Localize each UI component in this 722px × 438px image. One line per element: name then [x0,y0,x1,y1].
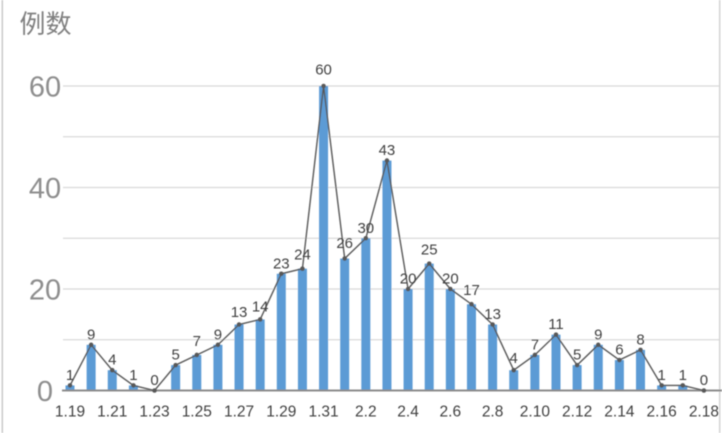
svg-text:17: 17 [463,282,480,299]
svg-text:1: 1 [66,367,74,384]
svg-text:0: 0 [700,372,708,389]
svg-text:9: 9 [87,326,95,343]
svg-text:0: 0 [37,376,53,408]
svg-text:7: 7 [193,333,201,350]
svg-text:24: 24 [294,247,311,264]
svg-text:60: 60 [315,62,332,79]
svg-text:1: 1 [657,367,665,384]
svg-text:1.31: 1.31 [308,404,338,421]
svg-text:2.14: 2.14 [604,404,635,421]
svg-text:8: 8 [636,331,644,348]
svg-text:14: 14 [252,298,269,315]
svg-text:1.21: 1.21 [97,404,127,421]
svg-text:2.10: 2.10 [520,404,551,421]
svg-text:0: 0 [150,372,158,389]
svg-text:9: 9 [594,326,602,343]
svg-text:20: 20 [29,275,61,307]
svg-text:40: 40 [29,173,61,205]
svg-text:5: 5 [171,347,179,364]
svg-text:13: 13 [484,306,501,323]
svg-text:1.23: 1.23 [139,404,169,421]
svg-text:23: 23 [273,255,290,272]
svg-text:30: 30 [357,220,374,237]
svg-text:1.29: 1.29 [266,404,296,421]
svg-text:1.25: 1.25 [182,404,212,421]
svg-text:20: 20 [400,271,417,288]
svg-text:1: 1 [129,367,137,384]
svg-text:6: 6 [615,342,623,359]
svg-text:2.16: 2.16 [647,404,677,421]
svg-text:43: 43 [379,142,396,159]
svg-text:60: 60 [29,72,61,104]
svg-text:1.19: 1.19 [55,404,85,421]
svg-text:2.8: 2.8 [482,404,504,421]
svg-text:2.18: 2.18 [689,404,719,421]
svg-text:2.6: 2.6 [440,404,462,421]
svg-text:2.2: 2.2 [355,404,377,421]
svg-text:25: 25 [421,242,438,259]
svg-text:1: 1 [679,367,687,384]
svg-text:2.4: 2.4 [397,404,419,421]
svg-text:9: 9 [214,326,222,343]
svg-text:11: 11 [548,316,564,333]
svg-text:7: 7 [531,336,539,353]
svg-text:20: 20 [442,271,459,288]
svg-text:5: 5 [573,347,581,364]
svg-text:1.27: 1.27 [224,404,254,421]
svg-text:4: 4 [108,352,116,369]
svg-text:13: 13 [231,304,248,321]
svg-text:4: 4 [510,350,518,367]
svg-text:26: 26 [336,235,353,252]
svg-text:2.12: 2.12 [562,404,592,421]
